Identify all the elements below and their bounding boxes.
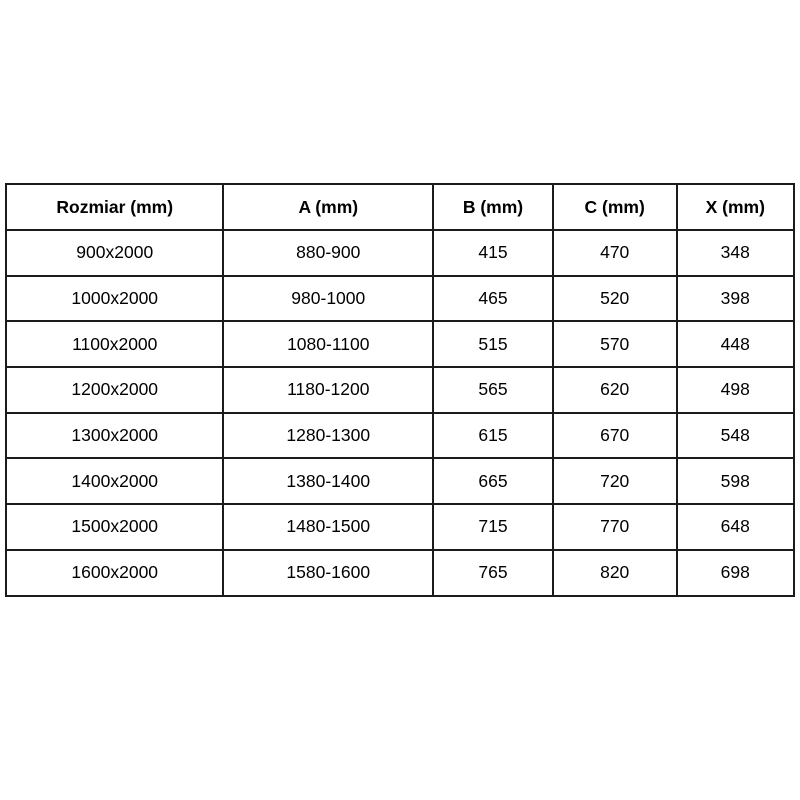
cell-x: 698	[675, 548, 796, 597]
cell-a: 880-900	[222, 229, 435, 277]
cell-x: 448	[675, 320, 796, 369]
cell-size: 1400x2000	[4, 457, 225, 506]
cell-size: 1200x2000	[4, 366, 225, 414]
cell-size: 1000x2000	[4, 274, 225, 323]
cell-c: 620	[551, 366, 678, 414]
table-row: 1400x2000 1380-1400 665 720 598	[4, 457, 796, 506]
table-row: 1200x2000 1180-1200 565 620 498	[4, 366, 796, 414]
cell-b: 615	[432, 411, 554, 460]
table-row: 1100x2000 1080-1100 515 570 448	[4, 320, 796, 369]
cell-c: 470	[551, 229, 678, 277]
cell-b: 665	[432, 457, 554, 506]
cell-size: 1500x2000	[4, 503, 225, 551]
column-header-c: C (mm)	[551, 183, 678, 231]
cell-c: 770	[551, 503, 678, 551]
cell-x: 598	[675, 457, 796, 506]
cell-size: 900x2000	[4, 229, 225, 277]
cell-a: 1480-1500	[222, 503, 435, 551]
cell-a: 1180-1200	[222, 366, 435, 414]
cell-x: 648	[675, 503, 796, 551]
cell-x: 398	[675, 274, 796, 323]
column-header-x: X (mm)	[675, 183, 796, 231]
cell-b: 515	[432, 320, 554, 369]
header-row: Rozmiar (mm) A (mm) B (mm) C (mm) X (mm)	[4, 183, 796, 231]
cell-a: 1380-1400	[222, 457, 435, 506]
cell-c: 820	[551, 548, 678, 597]
cell-size: 1100x2000	[4, 320, 225, 369]
cell-a: 980-1000	[222, 274, 435, 323]
column-header-rozmiar: Rozmiar (mm)	[4, 183, 225, 231]
cell-x: 548	[675, 411, 796, 460]
cell-b: 765	[432, 548, 554, 597]
cell-a: 1080-1100	[222, 320, 435, 369]
cell-c: 720	[551, 457, 678, 506]
cell-c: 520	[551, 274, 678, 323]
cell-a: 1580-1600	[222, 548, 435, 597]
cell-b: 565	[432, 366, 554, 414]
cell-b: 715	[432, 503, 554, 551]
table-row: 1500x2000 1480-1500 715 770 648	[4, 503, 796, 551]
table-row: 1300x2000 1280-1300 615 670 548	[4, 411, 796, 460]
cell-a: 1280-1300	[222, 411, 435, 460]
table-row: 1000x2000 980-1000 465 520 398	[4, 274, 796, 323]
column-header-b: B (mm)	[432, 183, 554, 231]
cell-x: 348	[675, 229, 796, 277]
cell-size: 1300x2000	[4, 411, 225, 460]
table-row: 900x2000 880-900 415 470 348	[4, 229, 796, 277]
dimensions-table: Rozmiar (mm) A (mm) B (mm) C (mm) X (mm)…	[4, 183, 796, 597]
cell-c: 570	[551, 320, 678, 369]
cell-size: 1600x2000	[4, 548, 225, 597]
cell-x: 498	[675, 366, 796, 414]
cell-b: 465	[432, 274, 554, 323]
column-header-a: A (mm)	[222, 183, 435, 231]
cell-c: 670	[551, 411, 678, 460]
table-row: 1600x2000 1580-1600 765 820 698	[4, 548, 796, 597]
cell-b: 415	[432, 229, 554, 277]
